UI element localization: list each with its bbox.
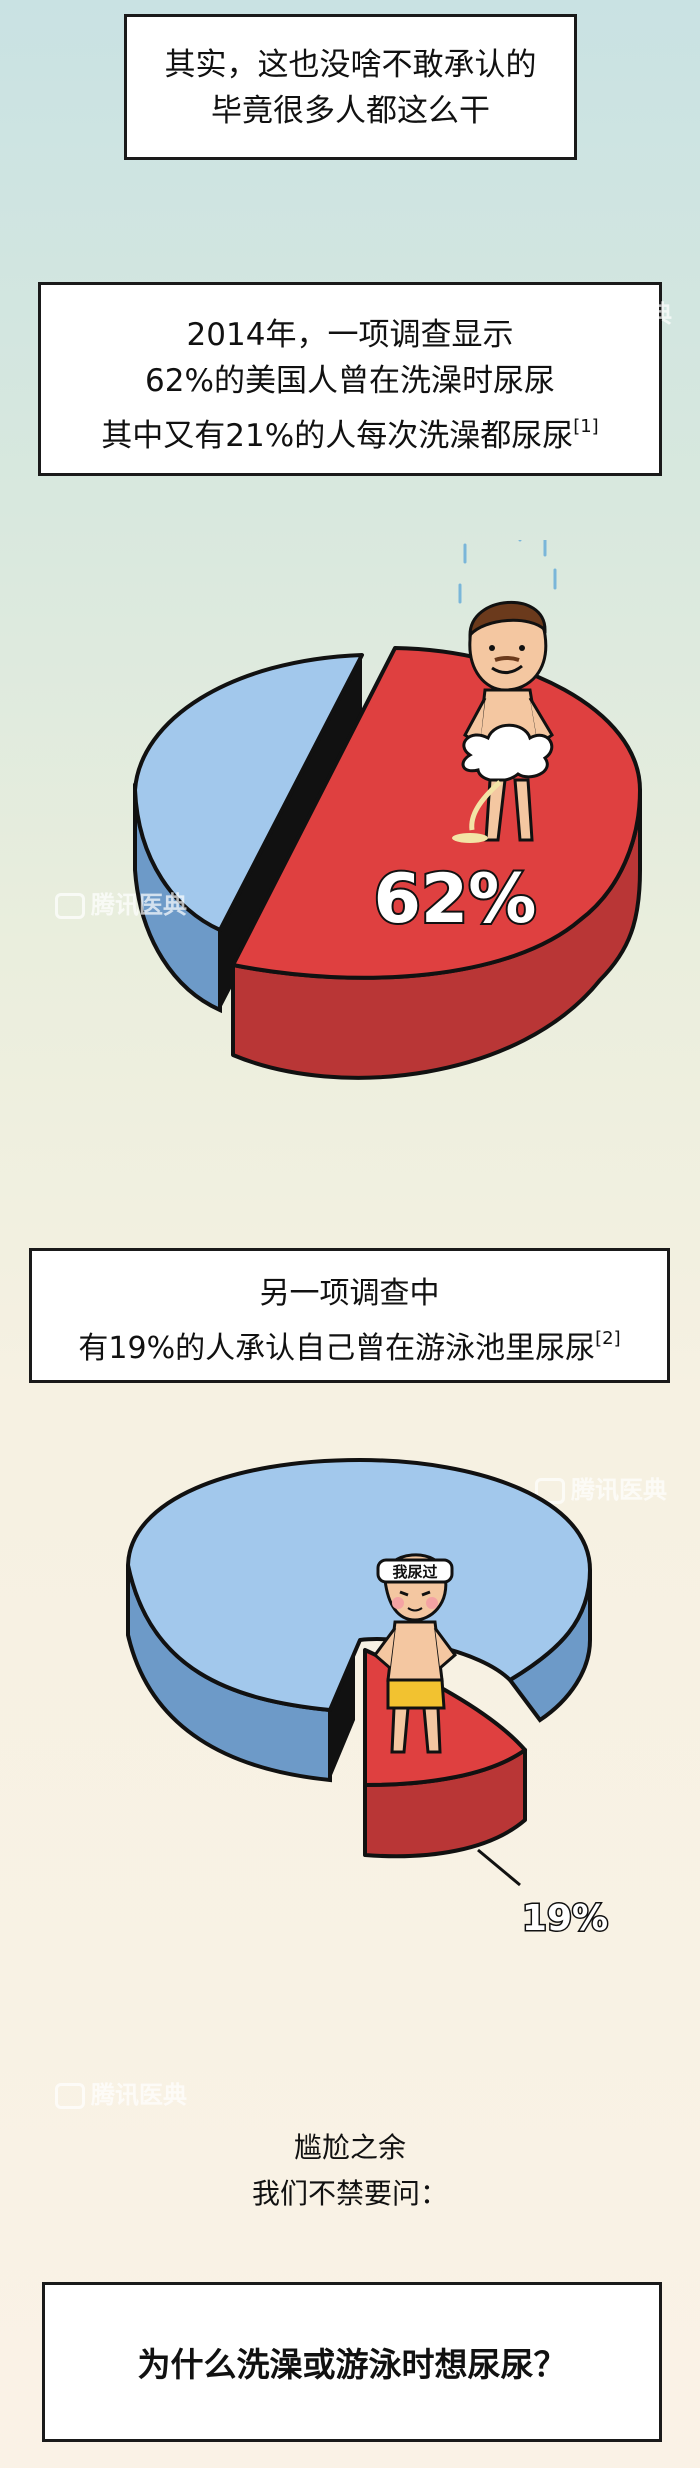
pie-chart-19: 19% 我尿过 <box>126 1458 610 1941</box>
survey2-line-2: 有19%的人承认自己曾在游泳池里尿尿[2] <box>32 1316 667 1371</box>
closing-line-1: 尴尬之余 <box>293 2131 406 2164</box>
survey1-caption-box: 2014年，一项调查显示 62%的美国人曾在洗澡时尿尿 其中又有21%的人每次洗… <box>38 282 662 476</box>
survey1-line-3: 其中又有21%的人每次洗澡都尿尿[1] <box>41 404 659 459</box>
question-box: 为什么洗澡或游泳时想尿尿？ <box>42 2282 662 2442</box>
watermark-1: 腾讯医典 <box>540 294 672 329</box>
survey2-line-1: 另一项调查中 <box>259 1276 440 1311</box>
pie-chart-62: 62% <box>133 540 642 1080</box>
survey2-caption-box: 另一项调查中 有19%的人承认自己曾在游泳池里尿尿[2] <box>29 1248 670 1383</box>
survey2-reference: [2] <box>595 1328 621 1349</box>
survey1-line-1: 2014年，一项调查显示 <box>186 317 514 353</box>
pie1-percent-label: 62% <box>374 860 537 939</box>
survey2-line-2-text: 有19%的人承认自己曾在游泳池里尿尿 <box>78 1331 596 1366</box>
medical-cross-icon <box>55 2083 85 2109</box>
pie2-slice-blue <box>126 1458 592 1783</box>
intro-caption-box: 其实，这也没啥不敢承认的 毕竟很多人都这么干 <box>124 14 577 160</box>
watermark-2: 腾讯医典 <box>55 885 187 920</box>
intro-line-2: 毕竟很多人都这么干 <box>211 93 490 129</box>
survey1-line-2: 62%的美国人曾在洗澡时尿尿 <box>145 363 555 399</box>
watermark-3: 腾讯医典 <box>535 1470 667 1505</box>
survey1-reference: [1] <box>573 416 599 437</box>
question-text: 为什么洗澡或游泳时想尿尿？ <box>137 2345 567 2384</box>
pie2-percent-label: 19% <box>522 1898 608 1939</box>
showering-man-illustration <box>452 540 557 843</box>
survey1-line-3-text: 其中又有21%的人每次洗澡都尿尿 <box>101 418 574 454</box>
headband-kid-illustration: 我尿过 <box>372 1553 458 1754</box>
headband <box>376 1558 454 1584</box>
watermark-4: 腾讯医典 <box>55 2075 187 2110</box>
intro-line-1: 其实，这也没啥不敢承认的 <box>164 47 537 83</box>
headband-text: 我尿过 <box>392 1563 437 1581</box>
medical-cross-icon <box>535 1478 565 1504</box>
closing-line-2: 我们不禁要问： <box>251 2177 448 2210</box>
medical-cross-icon <box>540 302 570 328</box>
medical-cross-icon <box>55 893 85 919</box>
